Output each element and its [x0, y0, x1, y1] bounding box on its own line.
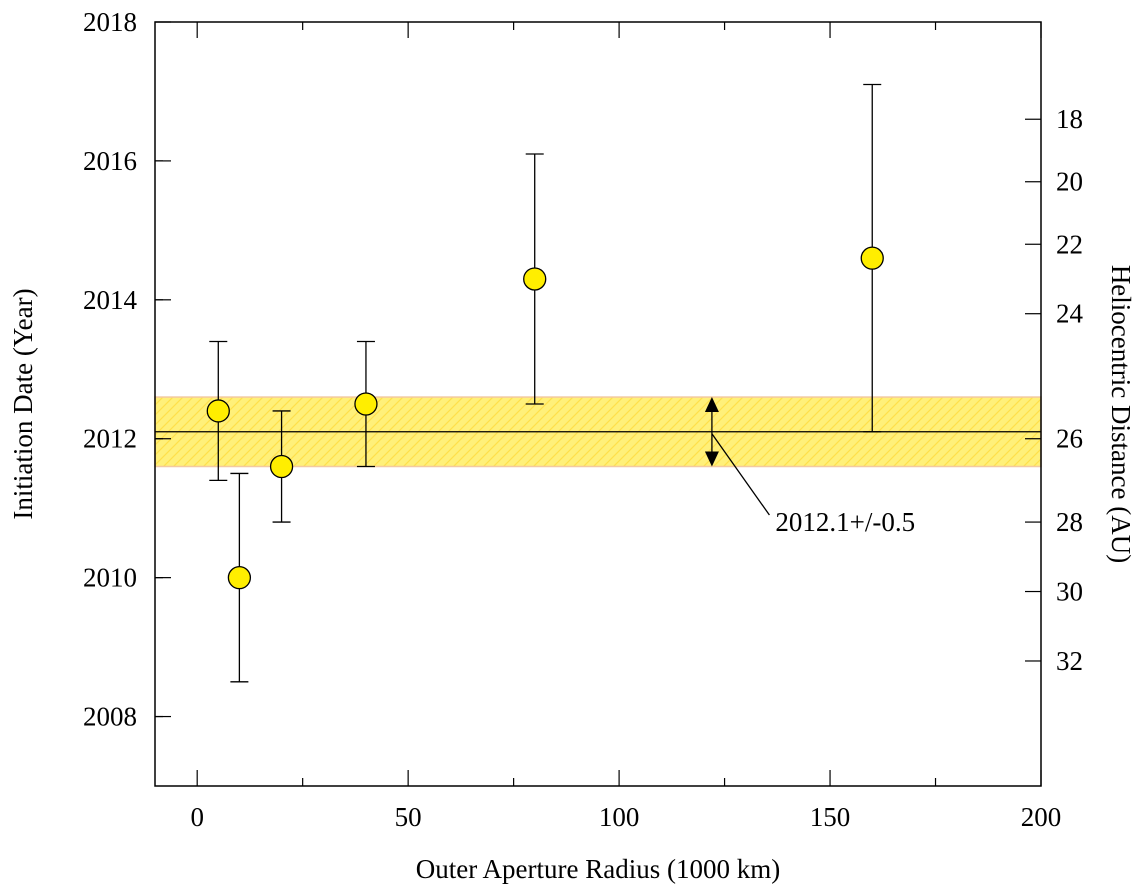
x-tick-label: 100 [599, 802, 640, 832]
data-marker [227, 565, 252, 590]
data-point [269, 410, 294, 523]
annotation-leader-line [711, 433, 770, 516]
data-point [227, 472, 252, 683]
y2-axis-title: Heliocentric Distance (AU) [1106, 265, 1136, 563]
data-marker [523, 267, 547, 291]
data-marker [354, 392, 378, 416]
annotation-label: 2012.1+/-0.5 [775, 507, 915, 537]
data-marker [269, 454, 294, 479]
x-tick-label: 50 [395, 802, 422, 832]
y-tick-label: 2008 [83, 702, 137, 732]
y2-tick-label: 32 [1056, 646, 1083, 676]
data-point [860, 83, 884, 433]
y2-tick-label: 24 [1056, 299, 1084, 329]
y-tick-label: 2014 [83, 285, 138, 315]
data-marker [206, 399, 230, 423]
y2-tick-label: 28 [1056, 507, 1083, 537]
data-marker [860, 246, 884, 270]
y-tick-label: 2016 [83, 146, 137, 176]
plot-frame [154, 21, 1042, 787]
data-point [206, 340, 230, 482]
x-axis-title: Outer Aperture Radius (1000 km) [416, 854, 780, 884]
x-tick-label: 0 [190, 802, 204, 832]
y2-tick-label: 18 [1056, 104, 1083, 134]
y2-tick-label: 22 [1056, 229, 1083, 259]
x-tick-label: 150 [810, 802, 851, 832]
y-tick-label: 2010 [83, 563, 137, 593]
y-tick-label: 2012 [83, 424, 137, 454]
y2-tick-label: 30 [1056, 577, 1083, 607]
y2-tick-label: 26 [1056, 424, 1083, 454]
annotation-arrowhead-up [704, 397, 719, 413]
y2-tick-label: 20 [1056, 167, 1083, 197]
x-tick-label: 200 [1021, 802, 1062, 832]
annotation-arrowhead-down [704, 451, 719, 467]
y-tick-label: 2018 [83, 7, 137, 37]
data-point [354, 340, 378, 468]
data-point [523, 153, 547, 405]
y-axis-title: Initiation Date (Year) [8, 288, 38, 519]
